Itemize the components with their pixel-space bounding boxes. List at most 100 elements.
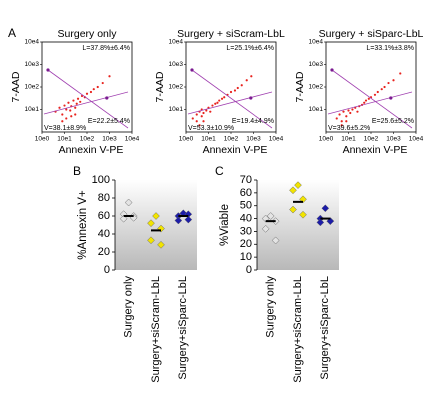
event-dot [373, 93, 377, 96]
event-dot [69, 109, 72, 112]
gate-line [187, 91, 273, 115]
annotation-late: L=33.1%±3.8% [366, 45, 414, 52]
y-tick-label: 50 [240, 200, 252, 212]
annotation-viable: V=53.3±10.9% [188, 125, 234, 132]
annotation-late: L=37.8%±6.4% [82, 45, 130, 52]
x-tick-label: 10e1 [57, 136, 72, 143]
event-dot [211, 104, 214, 107]
event-dot [75, 102, 78, 105]
gate-handle [330, 68, 334, 72]
event-dot [351, 108, 354, 111]
event-dot [61, 113, 64, 116]
annotation-early: E=25.6±5.2% [372, 118, 414, 125]
event-dot [338, 113, 341, 116]
plot-frame [325, 41, 417, 133]
gate-handle [389, 96, 393, 100]
y-tick-label: 10e2 [169, 84, 184, 91]
event-dot [63, 104, 66, 107]
plot-title: Surgery + siSparc-LbL [319, 28, 424, 40]
x-tick-label: 10e3 [246, 136, 261, 143]
x-tick-label: 10e0 [35, 136, 50, 143]
annotation-early: E=22.2±5.4% [88, 118, 130, 125]
y-tick-label: 10e3 [309, 61, 324, 68]
x-tick-label: 10e2 [364, 136, 379, 143]
gate-line [43, 91, 129, 115]
gate-handle [105, 96, 109, 100]
event-dot [209, 110, 212, 113]
event-dot [250, 75, 253, 78]
gate-handle [249, 96, 253, 100]
event-dot [245, 79, 248, 82]
event-dot [195, 113, 198, 116]
x-axis-label: Annexin V-PE [343, 144, 408, 156]
annotation-late: L=25.1%±6.4% [226, 45, 274, 52]
x-axis-label: Annexin V-PE [203, 144, 268, 156]
plot-frame [41, 41, 133, 133]
event-dot [79, 100, 82, 103]
data-point [261, 225, 270, 233]
gate-line [191, 69, 273, 129]
data-point [174, 216, 183, 225]
data-point [316, 218, 325, 227]
x-tick-label: Surgery only [123, 276, 135, 338]
data-point [289, 186, 297, 195]
y-tick-label: 0 [246, 264, 252, 276]
data-point [152, 212, 160, 220]
x-tick-label: Surgery+siSparc-LbL [319, 276, 331, 380]
event-dot [364, 99, 368, 102]
x-tick-label: 10e0 [179, 136, 194, 143]
event-dot [214, 102, 217, 105]
y-tick-label: 20 [240, 238, 252, 250]
x-tick-label: 10e4 [269, 136, 284, 143]
gate-handle [46, 68, 50, 72]
event-dot [89, 90, 93, 94]
plot-title: Surgery + siScram-LbL [177, 28, 285, 40]
data-point [289, 205, 297, 214]
event-dot [340, 120, 343, 123]
y-tick-label: 30 [240, 225, 252, 237]
x-tick-label: Surgery+siScram-LbL [292, 276, 304, 383]
y-tick-label: 10e1 [25, 106, 40, 113]
event-dot [340, 124, 343, 127]
event-dot [101, 81, 104, 85]
event-dot [218, 99, 221, 102]
event-dot [233, 89, 237, 92]
x-tick-label: 10e2 [224, 136, 239, 143]
y-tick-label: 60 [240, 187, 252, 199]
event-dot [399, 72, 402, 75]
y-tick-label: 10e4 [169, 39, 184, 46]
event-dot [347, 109, 350, 112]
y-tick-label: 20 [98, 246, 110, 258]
data-point [294, 181, 302, 189]
y-tick-label: 10e2 [25, 84, 40, 91]
panel-letter: A [8, 26, 16, 40]
event-dot [195, 120, 198, 123]
gate-line [327, 91, 413, 115]
y-tick-label: 10e1 [309, 106, 324, 113]
x-tick-label: Surgery+siScram-LbL [150, 276, 162, 383]
event-dot [202, 120, 205, 123]
event-dot [58, 106, 61, 109]
gate-line [47, 69, 129, 129]
y-tick-label: 10e1 [169, 106, 184, 113]
y-axis-label: 7-AAD [294, 71, 306, 102]
event-dot [85, 92, 89, 95]
event-dot [229, 90, 233, 94]
event-dot [65, 108, 68, 111]
x-tick-label: Surgery only [265, 276, 277, 338]
event-dot [92, 88, 95, 91]
x-tick-label: 10e0 [319, 136, 334, 143]
event-dot [367, 97, 370, 100]
event-dot [198, 124, 201, 127]
x-tick-label: 10e1 [201, 136, 216, 143]
data-point [119, 214, 128, 223]
data-point [157, 240, 165, 249]
event-dot [240, 84, 243, 87]
event-dot [72, 99, 75, 102]
y-tick-label: 0 [104, 264, 110, 276]
data-point [266, 212, 275, 220]
y-tick-label: 10 [240, 251, 252, 263]
event-dot [223, 96, 226, 99]
y-tick-label: 10e4 [25, 39, 40, 46]
data-point [147, 219, 155, 228]
